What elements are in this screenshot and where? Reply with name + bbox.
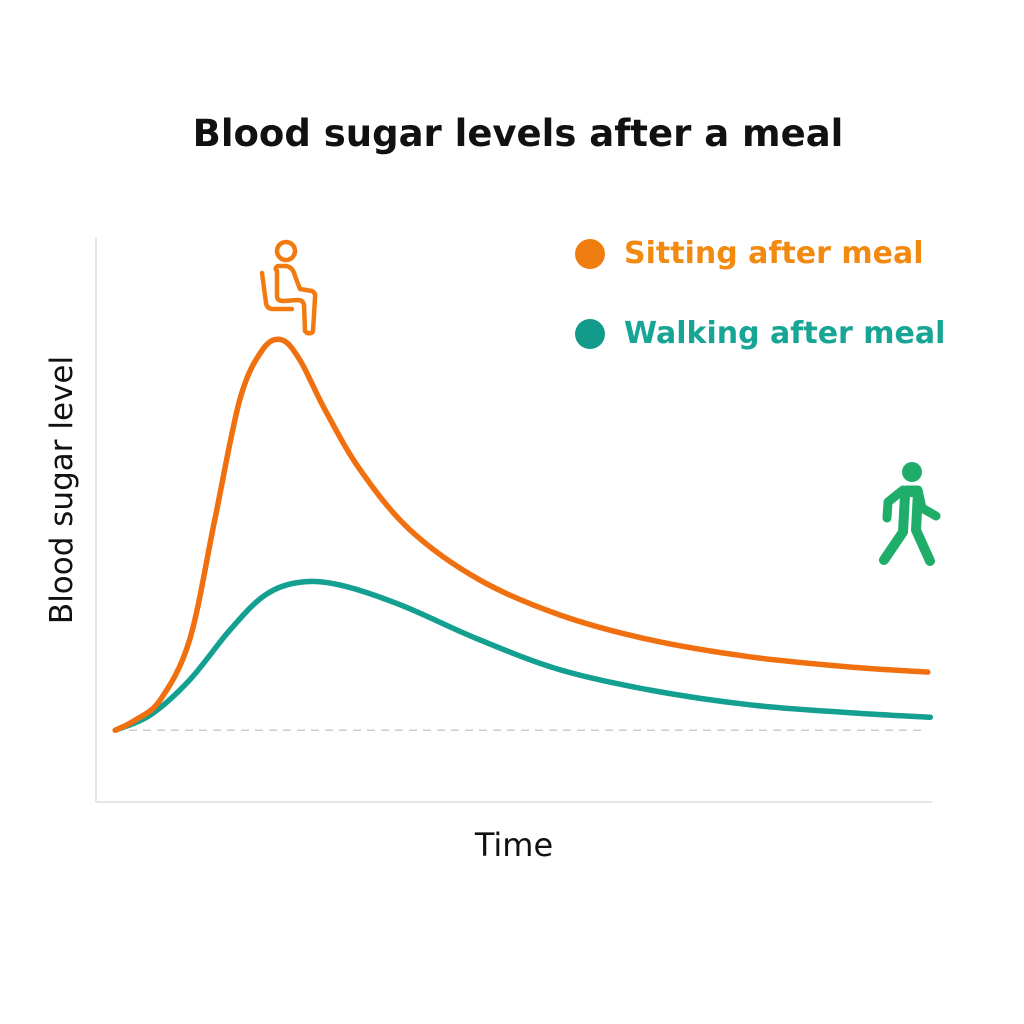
legend-item-walking: Walking after meal	[575, 316, 945, 351]
legend-label-walking: Walking after meal	[624, 316, 946, 351]
sitting-person-icon	[259, 239, 318, 336]
walking-person-icon	[879, 462, 941, 566]
x-axis-label: Time	[474, 826, 554, 864]
chart-title: Blood sugar levels after a meal	[192, 112, 844, 155]
legend-marker-sitting	[575, 238, 605, 269]
sitting-series-line	[112, 336, 931, 733]
walking-series-line	[112, 578, 934, 733]
legend-marker-walking	[575, 318, 605, 349]
legend-item-sitting: Sitting after meal	[575, 236, 924, 271]
legend-label-sitting: Sitting after meal	[624, 236, 924, 271]
